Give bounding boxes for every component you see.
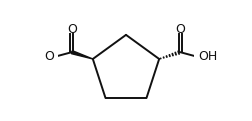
Text: OH: OH (198, 50, 217, 63)
Polygon shape (71, 51, 93, 59)
Text: O: O (175, 23, 185, 36)
Text: O: O (67, 23, 77, 36)
Text: O: O (45, 50, 54, 63)
